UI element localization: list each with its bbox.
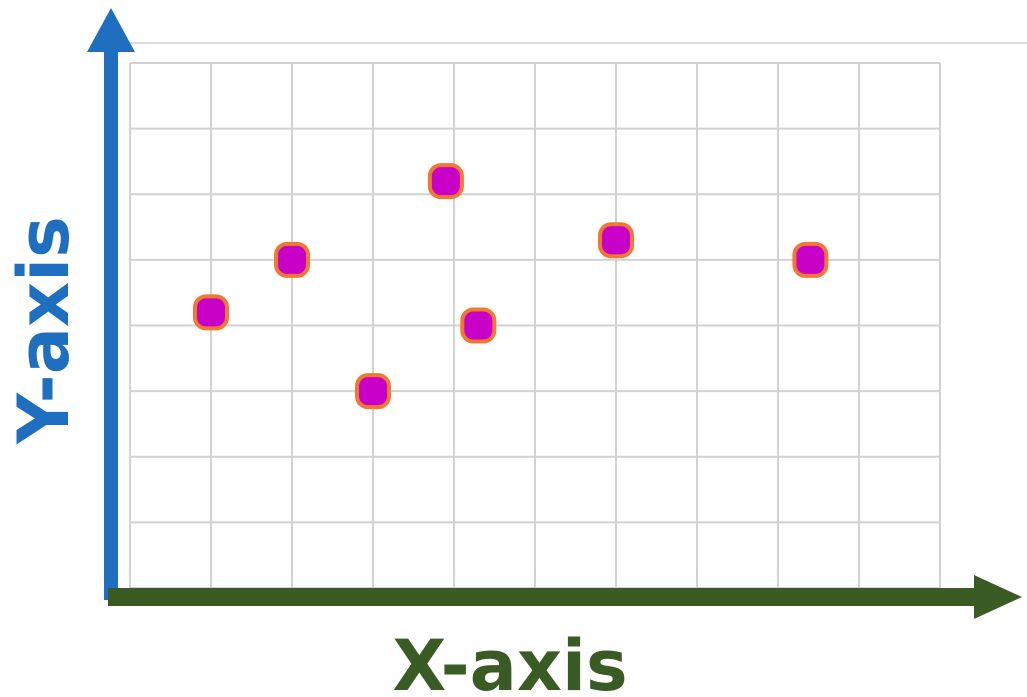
plot-area bbox=[130, 42, 1027, 588]
y-axis-label: Y-axis bbox=[3, 216, 85, 445]
data-points bbox=[193, 163, 829, 410]
data-point bbox=[598, 222, 634, 259]
y-axis bbox=[87, 8, 135, 600]
plot-background bbox=[130, 43, 1027, 588]
x-axis-arrowhead bbox=[974, 575, 1022, 619]
data-point bbox=[427, 163, 464, 200]
y-axis-arrowhead bbox=[87, 8, 135, 52]
y-axis-line bbox=[104, 50, 118, 600]
data-point bbox=[355, 373, 391, 410]
x-axis bbox=[108, 575, 1022, 619]
data-point bbox=[193, 294, 229, 331]
x-axis-label: X-axis bbox=[392, 625, 627, 697]
x-axis-line bbox=[108, 588, 978, 606]
data-point bbox=[274, 241, 310, 278]
data-point bbox=[792, 241, 829, 278]
data-point bbox=[460, 307, 497, 344]
